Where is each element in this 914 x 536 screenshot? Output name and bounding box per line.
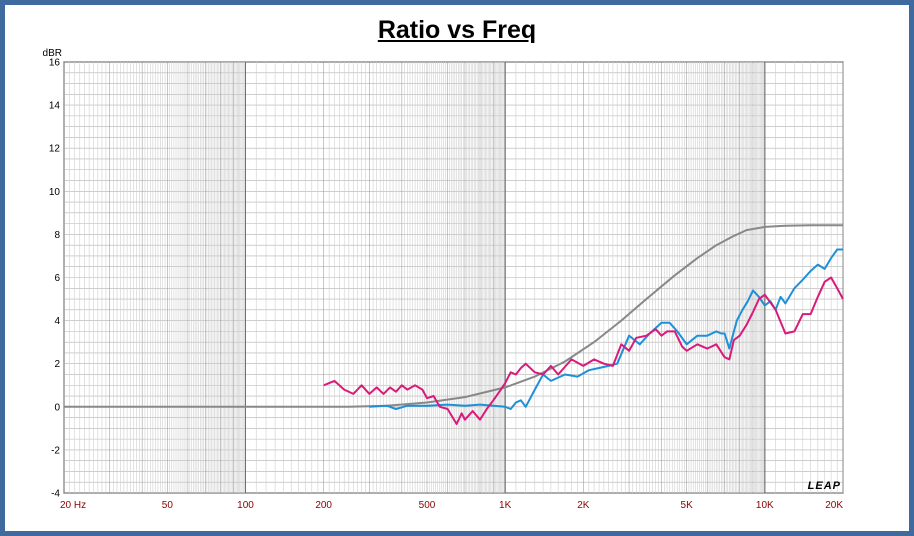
x-tick-label: 2K xyxy=(577,500,590,511)
y-tick-label: 2 xyxy=(54,359,60,370)
chart-title: Ratio vs Freq xyxy=(377,16,537,44)
x-tick-label: 200 xyxy=(315,500,332,511)
y-tick-label: 14 xyxy=(49,101,61,112)
y-tick-label: 10 xyxy=(49,187,61,198)
x-tick-label: 20K xyxy=(825,500,843,511)
x-tick-label: 500 xyxy=(419,500,436,511)
y-tick-labels: -4 -2 0 2 4 6 8 10 12 14 16 xyxy=(49,58,61,500)
y-tick-label: 12 xyxy=(49,144,61,155)
series-line-1 xyxy=(64,224,843,408)
x-tick-label: 20 Hz xyxy=(60,500,86,511)
series-line-3 xyxy=(323,276,844,425)
y-tick-label: 6 xyxy=(54,273,60,284)
leap-logo: LEAP xyxy=(808,480,841,492)
x-tick-label: 50 xyxy=(162,500,174,511)
x-tick-label: 100 xyxy=(237,500,254,511)
y-tick-label: 16 xyxy=(49,58,61,69)
x-tick-label: 5K xyxy=(681,500,694,511)
series-lines xyxy=(64,224,844,425)
series-line-2 xyxy=(369,248,843,410)
x-tick-label: 10K xyxy=(756,500,774,511)
x-tick-labels: 20 Hz 50 100 200 500 1K 2K 5K 10K 20K xyxy=(60,500,843,511)
y-axis-label: dBR xyxy=(43,48,62,59)
y-tick-label: -4 xyxy=(51,489,60,500)
y-tick-label: -2 xyxy=(51,445,60,456)
y-tick-label: 8 xyxy=(54,230,60,241)
y-tick-label: 4 xyxy=(54,316,60,327)
grid xyxy=(63,61,844,494)
y-tick-label: 0 xyxy=(54,402,60,413)
x-tick-label: 1K xyxy=(499,500,512,511)
